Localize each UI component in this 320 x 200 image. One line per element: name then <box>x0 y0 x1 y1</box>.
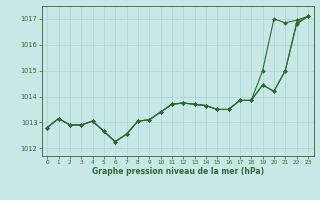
X-axis label: Graphe pression niveau de la mer (hPa): Graphe pression niveau de la mer (hPa) <box>92 167 264 176</box>
